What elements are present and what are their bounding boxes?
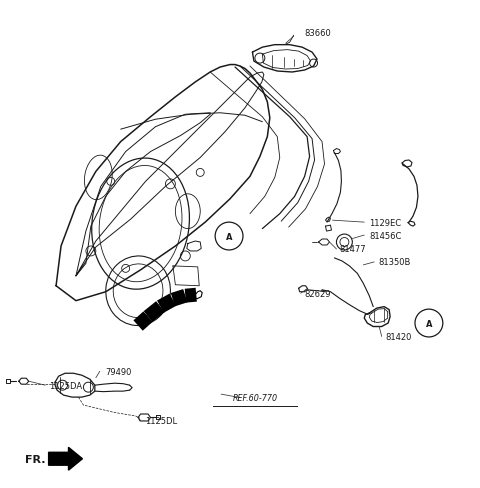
Text: 82629: 82629 xyxy=(305,289,331,298)
Text: FR.: FR. xyxy=(25,454,46,464)
Text: 81350B: 81350B xyxy=(378,258,410,267)
Polygon shape xyxy=(185,288,197,303)
Polygon shape xyxy=(48,447,83,470)
Polygon shape xyxy=(133,312,153,331)
Polygon shape xyxy=(171,289,187,306)
Text: REF.60-770: REF.60-770 xyxy=(232,393,277,402)
Text: 1125DA: 1125DA xyxy=(48,381,82,390)
Text: 83660: 83660 xyxy=(305,29,331,38)
Polygon shape xyxy=(144,302,165,323)
Text: A: A xyxy=(226,232,232,241)
Text: 79490: 79490 xyxy=(106,367,132,376)
Text: 1129EC: 1129EC xyxy=(369,218,401,227)
Text: A: A xyxy=(426,319,432,328)
Text: 81456C: 81456C xyxy=(369,231,402,240)
Text: 1125DL: 1125DL xyxy=(145,417,178,426)
Polygon shape xyxy=(157,294,176,313)
Text: 81420: 81420 xyxy=(385,332,411,341)
Text: 81477: 81477 xyxy=(339,245,366,254)
